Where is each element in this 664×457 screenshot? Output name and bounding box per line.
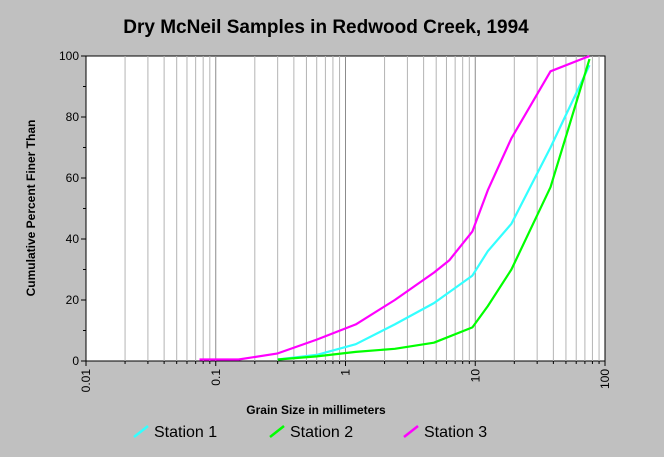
- x-axis: 0.01 0.1 1 10 100: [79, 361, 612, 392]
- x-tick-label: 10: [468, 369, 482, 383]
- legend-swatch-2: [269, 425, 285, 438]
- legend-label-3: Station 3: [424, 424, 487, 441]
- x-axis-title: Grain Size in millimeters: [246, 403, 386, 417]
- y-axis-title: Cumulative Percent Finer Than: [24, 120, 38, 297]
- y-tick-label: 20: [66, 293, 80, 307]
- series-line-1: [277, 64, 591, 361]
- x-tick-label: 1: [339, 369, 353, 376]
- legend-label-2: Station 2: [290, 424, 353, 441]
- x-tick-label: 0.01: [79, 369, 93, 393]
- legend-label-1: Station 1: [154, 424, 217, 441]
- legend-swatch-3: [403, 425, 419, 438]
- chart-title: Dry McNeil Samples in Redwood Creek, 199…: [123, 17, 529, 38]
- series-group: [199, 54, 591, 361]
- y-tick-label: 60: [66, 171, 80, 185]
- legend: Station 1 Station 2 Station 3: [133, 424, 487, 441]
- legend-swatch-1: [133, 425, 149, 438]
- y-tick-label: 80: [66, 110, 80, 124]
- x-tick-label: 100: [598, 369, 612, 389]
- series-line-2: [277, 58, 591, 361]
- y-tick-label: 40: [66, 232, 80, 246]
- x-tick-label: 0.1: [209, 369, 223, 386]
- grid-lines: [124, 56, 600, 361]
- series-line-3: [199, 54, 590, 361]
- y-axis: 0 20 40 60 80 100: [59, 49, 86, 368]
- y-tick-label: 100: [59, 49, 79, 63]
- y-tick-label: 0: [72, 354, 79, 368]
